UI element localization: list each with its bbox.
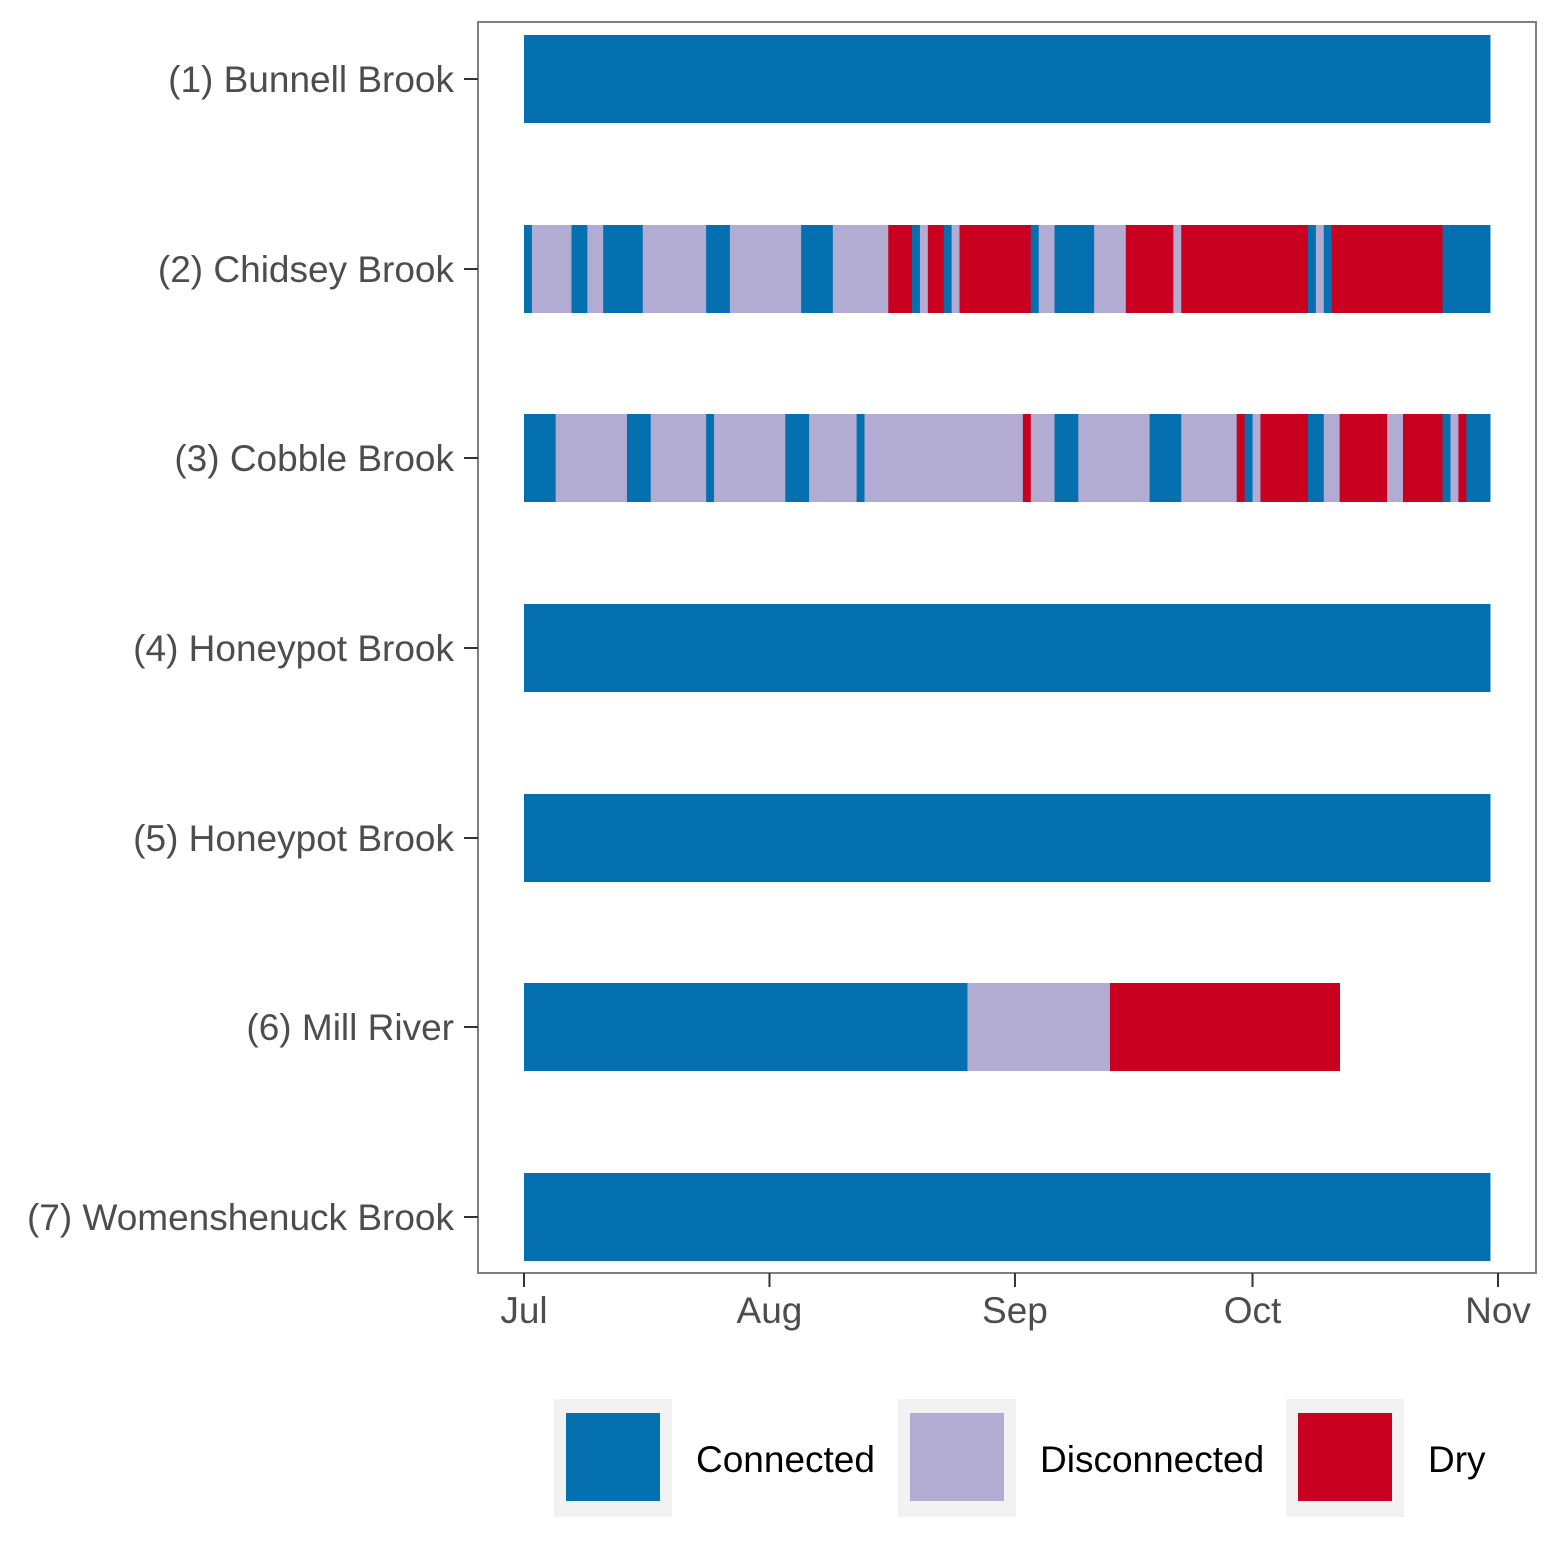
bar-segment-connected [626, 414, 652, 502]
x-tick-label: Jul [500, 1290, 547, 1331]
bar-segment-disconnected [864, 414, 1024, 502]
bar-segment-disconnected [587, 225, 604, 313]
y-tick-label: (7) Womenshenuck Brook [27, 1197, 455, 1238]
bar-segment-connected [524, 225, 533, 313]
bar-segment-disconnected [1173, 225, 1182, 313]
bar-segment-dry [1181, 225, 1309, 313]
legend-label-connected: Connected [696, 1439, 875, 1480]
bar-segment-connected [1054, 225, 1095, 313]
bar-segment-connected [524, 604, 1491, 692]
bar-segment-dry [888, 225, 913, 313]
bar-segment-dry [1331, 225, 1443, 313]
legend-swatch-dry [1298, 1413, 1392, 1501]
bar-segment-disconnected [1181, 414, 1238, 502]
bar-segment-connected [603, 225, 644, 313]
bar-segment-connected [524, 794, 1491, 882]
bar-segment-connected [1307, 225, 1317, 313]
bar-segment-connected [912, 225, 921, 313]
bar-row-5-honeypot-brook [524, 794, 1491, 882]
x-axis: Jul Aug Sep Oct Nov [500, 1273, 1531, 1331]
bar-segment-connected [801, 225, 834, 313]
x-tick-label: Nov [1465, 1290, 1531, 1331]
legend: Connected Disconnected Dry [554, 1399, 1486, 1517]
bar-segment-connected [1442, 414, 1451, 502]
bar-segment-connected [1244, 414, 1253, 502]
bar-row-4-honeypot-brook [524, 604, 1491, 692]
bar-segment-connected [785, 414, 810, 502]
bar-segment-dry [1458, 414, 1467, 502]
bar-row-7-womenshenuck-brook [524, 1173, 1491, 1261]
x-tick-label: Oct [1224, 1290, 1282, 1331]
bar-segment-dry [1125, 225, 1174, 313]
bar-segment-connected [1054, 414, 1079, 502]
bar-segment-connected [706, 225, 731, 313]
bar-segment-connected [1442, 225, 1491, 313]
legend-label-disconnected: Disconnected [1040, 1439, 1264, 1480]
bar-segment-dry [959, 225, 1032, 313]
bar-segment-dry [1236, 414, 1245, 502]
bar-segment-dry [1402, 414, 1443, 502]
bar-segment-disconnected [1387, 414, 1404, 502]
bar-segment-disconnected [1078, 414, 1150, 502]
bar-segment-dry [1109, 983, 1341, 1071]
bar-segment-disconnected [1450, 414, 1459, 502]
bar-segment-dry [1022, 414, 1032, 502]
bar-segment-dry [1339, 414, 1388, 502]
bar-segment-disconnected [1315, 225, 1325, 313]
legend-swatch-disconnected [910, 1413, 1004, 1501]
x-tick-label: Aug [737, 1290, 803, 1331]
bar-segment-dry [1260, 414, 1309, 502]
bar-segment-connected [524, 35, 1491, 123]
y-tick-label: (1) Bunnell Brook [168, 59, 454, 100]
y-tick-label: (3) Cobble Brook [174, 438, 454, 479]
y-tick-label: (6) Mill River [246, 1007, 454, 1048]
bar-row-6-mill-river [524, 983, 1341, 1071]
bar-segment-connected [1466, 414, 1491, 502]
bar-segment-disconnected [919, 225, 929, 313]
bar-row-1-bunnell-brook [524, 35, 1491, 123]
x-tick-label: Sep [982, 1290, 1048, 1331]
bar-row-2-chidsey-brook [524, 225, 1491, 313]
bar-segment-disconnected [1030, 414, 1055, 502]
bar-segment-dry [927, 225, 945, 313]
bar-segments [524, 35, 1491, 1261]
bar-segment-connected [524, 1173, 1491, 1261]
bar-segment-disconnected [1038, 225, 1055, 313]
y-tick-label: (2) Chidsey Brook [158, 249, 455, 290]
bar-segment-disconnected [967, 983, 1111, 1071]
bar-segment-disconnected [531, 225, 572, 313]
bar-segment-connected [1030, 225, 1040, 313]
bar-segment-disconnected [1252, 414, 1261, 502]
bar-segment-disconnected [642, 225, 707, 313]
bar-row-3-cobble-brook [524, 414, 1491, 502]
bar-segment-connected [524, 983, 968, 1071]
bar-segment-connected [706, 414, 715, 502]
y-axis: (1) Bunnell Brook (2) Chidsey Brook (3) Co… [27, 59, 478, 1238]
bar-segment-connected [1323, 225, 1333, 313]
bar-segment-disconnected [650, 414, 707, 502]
bar-segment-connected [524, 414, 557, 502]
bar-segment-connected [1149, 414, 1182, 502]
bar-segment-disconnected [951, 225, 960, 313]
y-tick-label: (5) Honeypot Brook [133, 818, 454, 859]
bar-segment-connected [571, 225, 588, 313]
bar-segment-disconnected [1094, 225, 1127, 313]
bar-segment-disconnected [832, 225, 889, 313]
legend-item-disconnected: Disconnected [898, 1399, 1264, 1517]
legend-swatch-connected [566, 1413, 660, 1501]
bar-segment-disconnected [555, 414, 628, 502]
bar-segment-connected [943, 225, 953, 313]
legend-item-connected: Connected [554, 1399, 875, 1517]
bar-segment-disconnected [1323, 414, 1341, 502]
legend-label-dry: Dry [1428, 1439, 1486, 1480]
bar-segment-disconnected [729, 225, 802, 313]
bar-segment-disconnected [809, 414, 857, 502]
bar-segment-connected [856, 414, 865, 502]
y-tick-label: (4) Honeypot Brook [133, 628, 454, 669]
bar-segment-disconnected [714, 414, 786, 502]
bar-segment-connected [1307, 414, 1325, 502]
legend-item-dry: Dry [1286, 1399, 1486, 1517]
